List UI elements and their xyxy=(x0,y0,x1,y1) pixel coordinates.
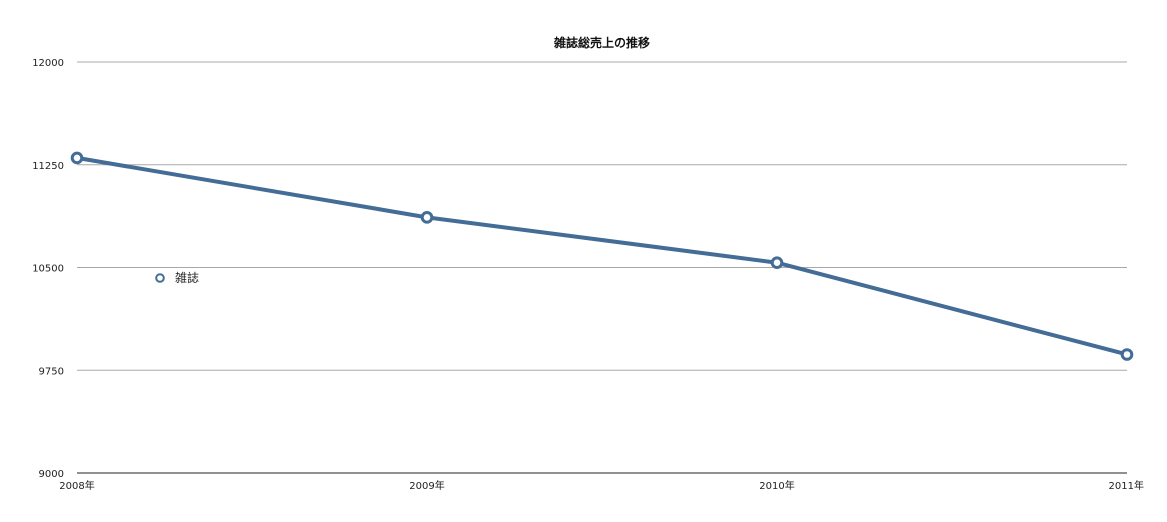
data-point-2009年 xyxy=(420,211,434,224)
y-axis-tick-labels: 9000 9750 10500 11250 12000 xyxy=(32,58,64,480)
legend-marker-series-1 xyxy=(155,273,165,283)
y-tick-label: 11250 xyxy=(32,161,64,172)
data-point-2008年 xyxy=(70,151,84,165)
grid-lines xyxy=(77,61,1127,371)
x-axis-tick-labels: 2008年 2009年 2010年 2011年 xyxy=(59,479,1144,492)
x-tick-label: 2009年 xyxy=(409,479,444,492)
y-tick-label: 10500 xyxy=(32,264,64,275)
legend-label-series-1: 雑誌 xyxy=(175,270,199,285)
y-tick-label: 9750 xyxy=(39,366,64,377)
series-layer xyxy=(70,151,1134,361)
x-tick-label: 2011年 xyxy=(1109,479,1144,492)
y-tick-label: 9000 xyxy=(39,469,64,480)
data-point-2011年 xyxy=(1120,348,1134,361)
x-tick-label: 2008年 xyxy=(59,479,94,492)
data-point-2010年 xyxy=(770,256,784,270)
y-tick-label: 12000 xyxy=(32,58,64,69)
legend: 雑誌 xyxy=(155,270,199,285)
series-line-1 xyxy=(75,155,1129,357)
chart-title: 雑誌総売上の推移 xyxy=(553,35,650,50)
x-tick-label: 2010年 xyxy=(759,479,794,492)
